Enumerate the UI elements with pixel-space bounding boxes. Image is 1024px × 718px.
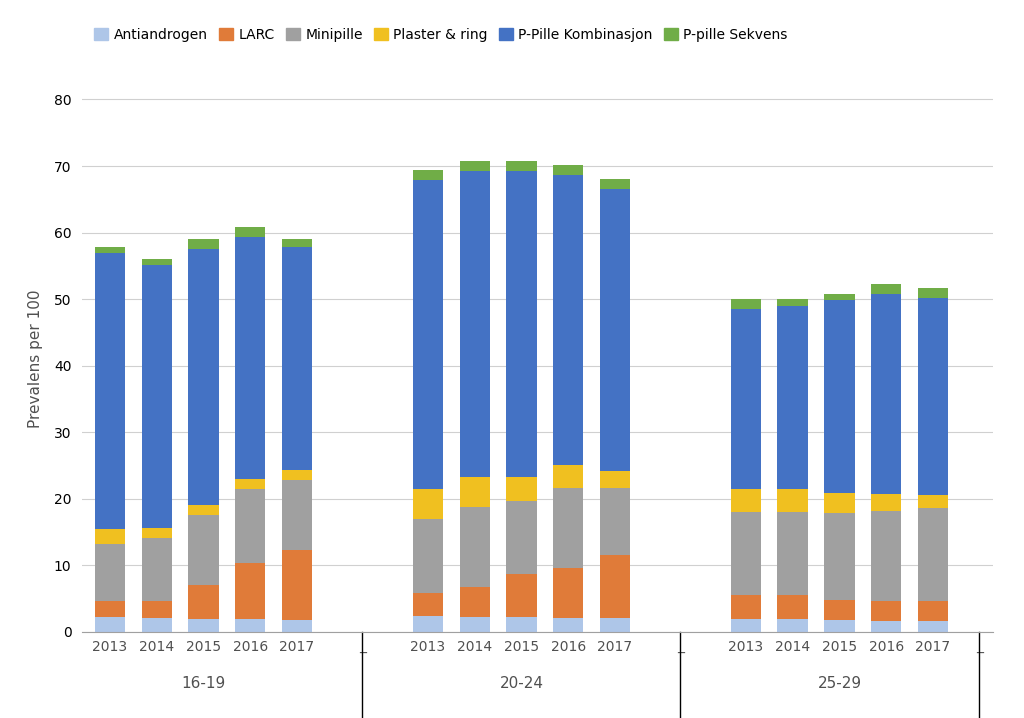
Bar — [236, 480, 265, 490]
Bar — [188, 505, 219, 516]
Bar — [871, 294, 901, 494]
Bar — [824, 600, 855, 620]
Bar — [95, 529, 125, 544]
Bar — [553, 165, 584, 175]
Bar — [188, 585, 219, 618]
Bar — [824, 620, 855, 632]
Bar — [141, 538, 172, 601]
Bar — [282, 247, 312, 470]
Text: 20-24: 20-24 — [500, 676, 544, 691]
Text: 16-19: 16-19 — [181, 676, 225, 691]
Bar — [777, 306, 808, 489]
Bar — [141, 528, 172, 538]
Bar — [871, 284, 901, 294]
Bar — [95, 600, 125, 617]
Bar — [413, 592, 443, 616]
Bar — [871, 510, 901, 600]
Bar — [282, 470, 312, 480]
Bar — [731, 618, 761, 632]
Bar — [553, 175, 584, 465]
Bar — [731, 595, 761, 618]
Bar — [553, 618, 584, 632]
Bar — [282, 239, 312, 247]
Bar — [236, 490, 265, 563]
Bar — [824, 513, 855, 600]
Bar — [871, 494, 901, 510]
Bar — [777, 618, 808, 632]
Bar — [506, 500, 537, 574]
Bar — [600, 189, 630, 472]
Bar — [506, 162, 537, 172]
Bar — [188, 516, 219, 585]
Bar — [918, 601, 948, 621]
Bar — [95, 253, 125, 529]
Bar — [918, 621, 948, 632]
Bar — [413, 616, 443, 632]
Bar — [95, 544, 125, 600]
Y-axis label: Prevalens per 100: Prevalens per 100 — [28, 290, 43, 428]
Bar — [413, 170, 443, 180]
Bar — [918, 508, 948, 601]
Bar — [413, 490, 443, 519]
Bar — [95, 617, 125, 632]
Legend: Antiandrogen, LARC, Minipille, Plaster & ring, P-Pille Kombinasjon, P-pille Sekv: Antiandrogen, LARC, Minipille, Plaster &… — [89, 22, 794, 47]
Bar — [600, 488, 630, 554]
Bar — [731, 512, 761, 595]
Bar — [553, 465, 584, 488]
Bar — [460, 161, 489, 171]
Bar — [460, 477, 489, 507]
Bar — [460, 587, 489, 617]
Bar — [918, 289, 948, 299]
Bar — [460, 507, 489, 587]
Bar — [236, 227, 265, 236]
Bar — [871, 620, 901, 632]
Bar — [141, 601, 172, 618]
Bar — [871, 600, 901, 620]
Bar — [236, 563, 265, 619]
Bar — [506, 477, 537, 500]
Bar — [731, 489, 761, 512]
Bar — [731, 309, 761, 489]
Bar — [282, 480, 312, 550]
Bar — [918, 495, 948, 508]
Bar — [731, 299, 761, 309]
Bar — [413, 519, 443, 592]
Bar — [282, 550, 312, 620]
Bar — [600, 179, 630, 189]
Bar — [141, 265, 172, 528]
Bar — [506, 172, 537, 477]
Bar — [553, 568, 584, 618]
Bar — [141, 618, 172, 632]
Bar — [141, 258, 172, 265]
Bar — [236, 619, 265, 632]
Bar — [282, 620, 312, 632]
Bar — [95, 246, 125, 253]
Bar — [918, 299, 948, 495]
Bar — [600, 618, 630, 632]
Bar — [188, 239, 219, 249]
Bar — [600, 554, 630, 618]
Bar — [777, 595, 808, 618]
Bar — [553, 488, 584, 568]
Bar — [777, 512, 808, 595]
Bar — [506, 574, 537, 617]
Bar — [413, 180, 443, 490]
Bar — [824, 493, 855, 513]
Bar — [777, 299, 808, 306]
Bar — [236, 236, 265, 480]
Bar — [824, 294, 855, 300]
Bar — [460, 617, 489, 632]
Text: 25-29: 25-29 — [817, 676, 861, 691]
Bar — [460, 171, 489, 477]
Bar — [824, 300, 855, 493]
Bar — [777, 489, 808, 512]
Bar — [188, 249, 219, 505]
Bar — [600, 472, 630, 488]
Bar — [506, 617, 537, 632]
Bar — [188, 618, 219, 632]
